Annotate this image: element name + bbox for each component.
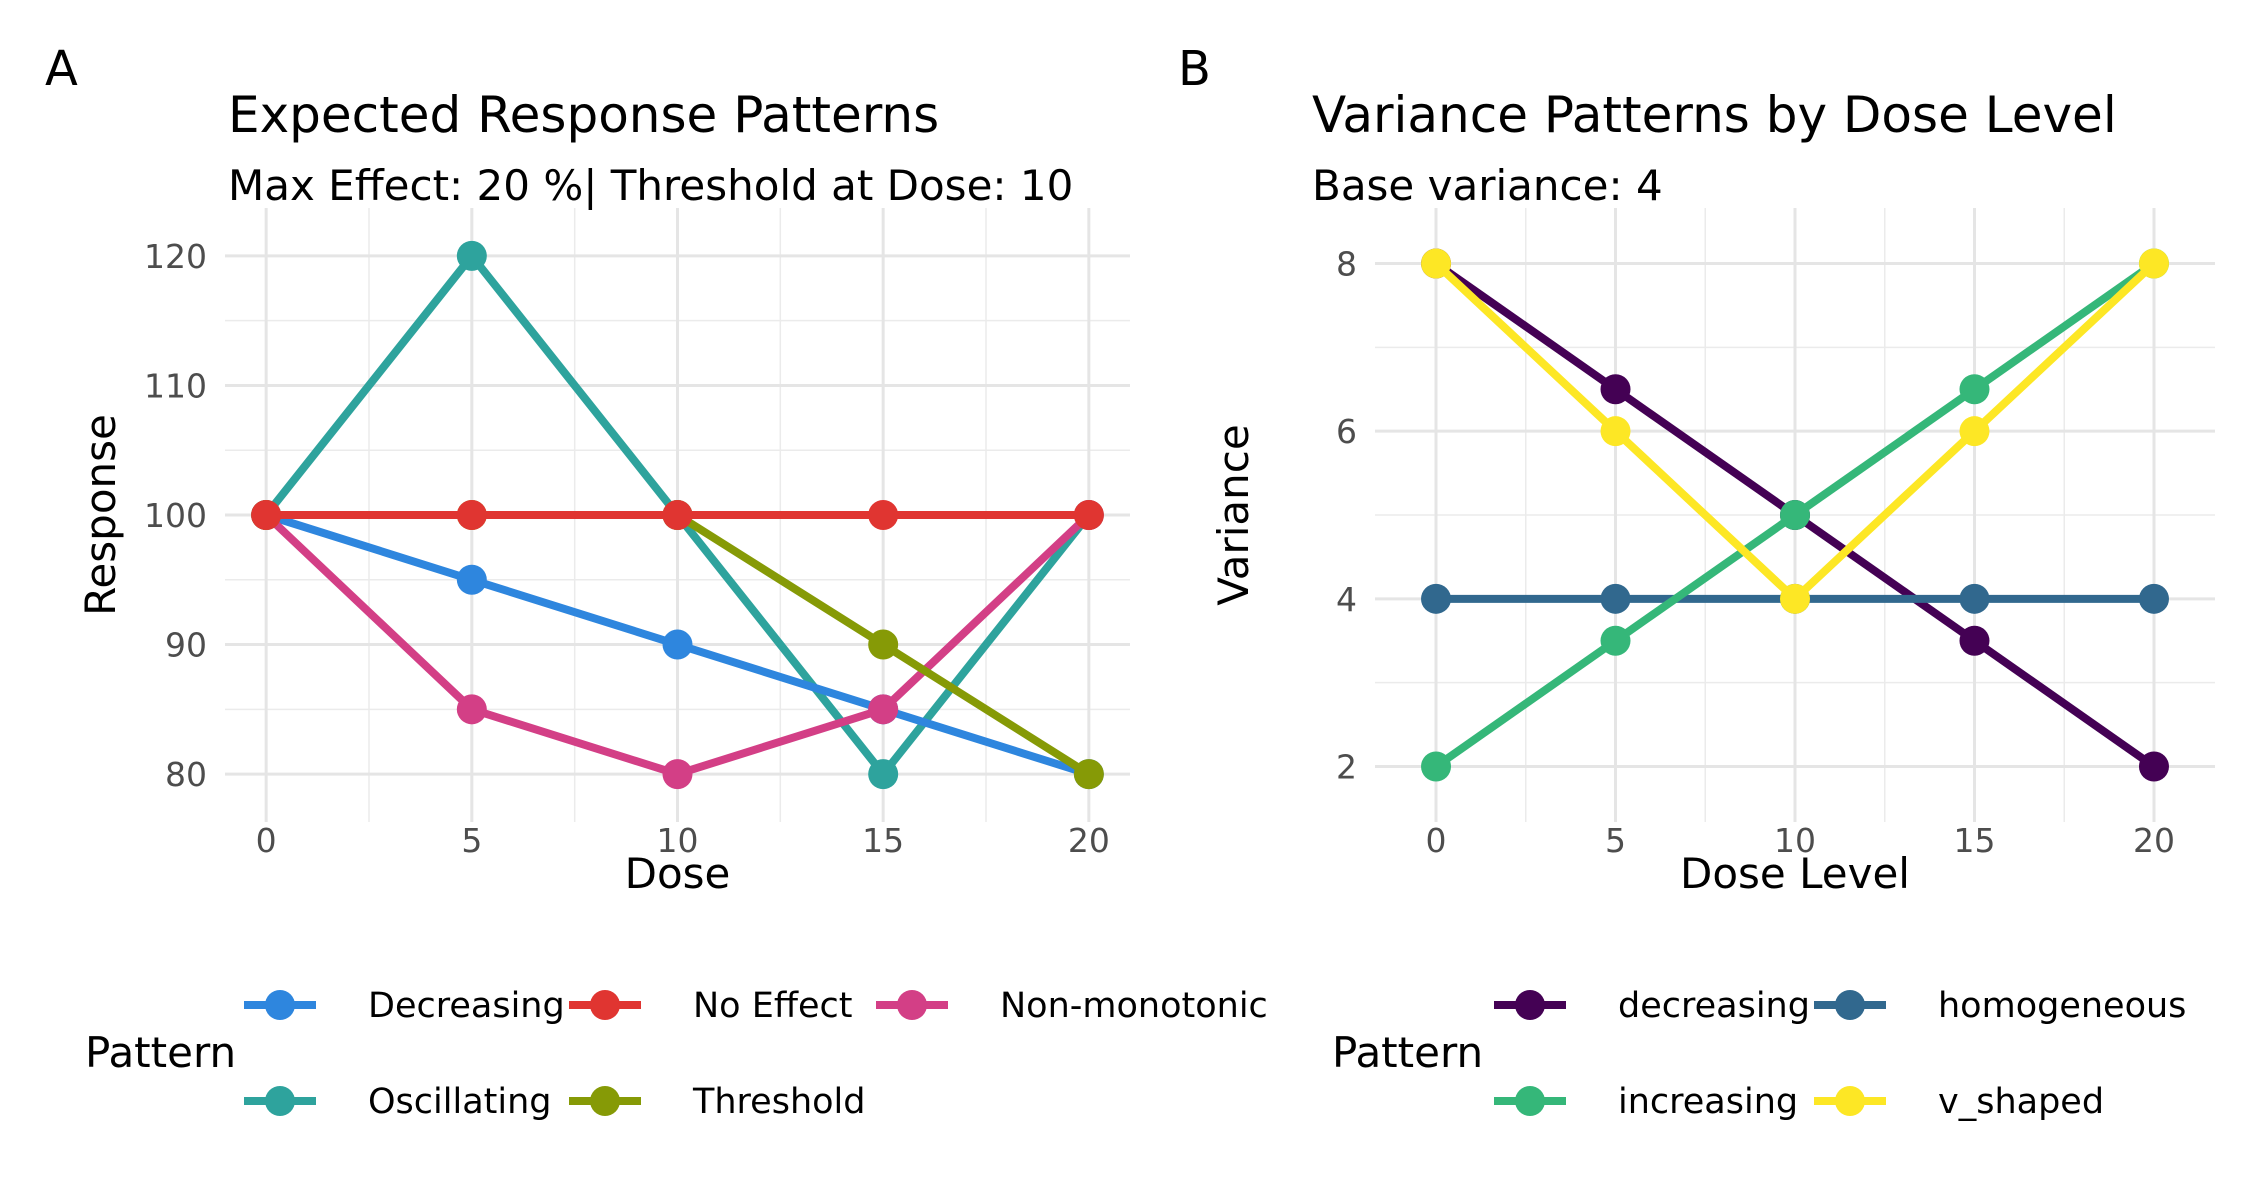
- data-point: [1421, 248, 1452, 279]
- legend-title: Pattern: [85, 1028, 236, 1077]
- legend-key-point: [1515, 1086, 1545, 1116]
- x-tick-label: 0: [256, 821, 277, 860]
- legend-item: v_shaped: [1814, 1082, 2104, 1122]
- y-axis-label: Response: [76, 414, 125, 616]
- y-tick-label: 110: [144, 366, 207, 405]
- legend-key-point: [897, 990, 927, 1020]
- data-point: [456, 240, 487, 271]
- y-tick-label: 6: [1336, 412, 1357, 451]
- data-point: [251, 500, 282, 530]
- data-point: [1959, 625, 1990, 656]
- legend-item: increasing: [1494, 1082, 1798, 1122]
- series-layer: [1421, 248, 2169, 782]
- legend-label: No Effect: [693, 986, 852, 1026]
- data-point: [868, 500, 899, 530]
- data-point: [1780, 583, 1810, 614]
- legend-item: decreasing: [1494, 986, 1810, 1026]
- legend-item: Decreasing: [244, 986, 565, 1026]
- y-axis-label: Variance: [1209, 424, 1258, 605]
- data-point: [2138, 751, 2169, 782]
- x-tick-label: 10: [1774, 821, 1816, 860]
- y-tick-label: 120: [144, 237, 207, 276]
- chart-subtitle: Base variance: 4: [1312, 161, 1663, 210]
- legend-label: homogeneous: [1938, 986, 2186, 1026]
- gridlines: [1375, 208, 2215, 822]
- x-tick-label: 10: [657, 821, 699, 860]
- data-point: [1959, 374, 1990, 405]
- legend-label: decreasing: [1618, 986, 1810, 1026]
- x-axis-label: Dose: [625, 849, 731, 898]
- legend-key-point: [590, 1086, 620, 1116]
- legend-key-point: [1515, 990, 1545, 1020]
- legend-key-point: [265, 990, 295, 1020]
- y-tick-label: 90: [165, 626, 207, 665]
- series-no-effect: [251, 500, 1104, 530]
- x-tick-label: 5: [1605, 821, 1626, 860]
- data-point: [1600, 625, 1631, 656]
- y-tick-label: 2: [1336, 747, 1357, 786]
- y-tick-label: 100: [144, 496, 207, 535]
- x-tick-label: 20: [2133, 821, 2175, 860]
- legend-key-point: [1835, 990, 1865, 1020]
- panel-label: B: [1178, 41, 1211, 97]
- legend-item: No Effect: [569, 986, 852, 1026]
- x-tick-label: 20: [1068, 821, 1110, 860]
- series-v-shaped: [1421, 248, 2169, 614]
- data-point: [456, 694, 487, 725]
- legend-label: increasing: [1618, 1082, 1798, 1122]
- data-point: [662, 759, 693, 790]
- x-axis-label: Dose Level: [1680, 849, 1910, 898]
- data-point: [2138, 583, 2169, 614]
- data-point: [868, 629, 899, 660]
- legend-label: v_shaped: [1938, 1082, 2104, 1122]
- legend-label: Decreasing: [368, 986, 565, 1026]
- chart-panel-b: B Variance Patterns by Dose Level Base var…: [1178, 41, 2215, 1122]
- chart-panel-a: A Expected Response Patterns Max Effect: 2…: [45, 41, 1268, 1122]
- chart-subtitle: Max Effect: 20 %| Threshold at Dose: 10: [228, 161, 1073, 210]
- series-layer: [251, 240, 1104, 790]
- data-point: [1421, 751, 1452, 782]
- legend-item: Non-monotonic: [876, 986, 1268, 1026]
- data-point: [1421, 583, 1452, 614]
- legend-key-point: [1835, 1086, 1865, 1116]
- data-point: [1780, 500, 1810, 530]
- data-point: [1600, 583, 1631, 614]
- panel-label: A: [45, 41, 78, 97]
- legend-label: Oscillating: [368, 1082, 552, 1122]
- data-point: [1073, 759, 1104, 790]
- data-point: [1600, 374, 1631, 405]
- y-tick-label: 4: [1336, 580, 1357, 619]
- data-point: [2138, 248, 2169, 279]
- data-point: [1600, 416, 1631, 447]
- data-point: [868, 694, 899, 725]
- data-point: [662, 629, 693, 660]
- legend: Pattern Decreasing No Effect Non-monotonic O…: [85, 986, 1268, 1122]
- legend-item: homogeneous: [1814, 986, 2186, 1026]
- legend-label: Threshold: [692, 1082, 866, 1122]
- data-point: [1959, 583, 1990, 614]
- x-tick-label: 0: [1426, 821, 1447, 860]
- data-point: [456, 500, 487, 530]
- legend-key-point: [590, 990, 620, 1020]
- chart-title: Expected Response Patterns: [228, 86, 939, 144]
- data-point: [662, 500, 693, 530]
- data-point: [456, 564, 487, 595]
- legend: Pattern decreasing homogeneous increasing v_…: [1332, 986, 2186, 1122]
- data-point: [1073, 500, 1104, 530]
- y-tick-label: 80: [165, 755, 207, 794]
- legend-item: Oscillating: [244, 1082, 552, 1122]
- legend-item: Threshold: [569, 1082, 866, 1122]
- chart-title: Variance Patterns by Dose Level: [1312, 86, 2117, 144]
- data-point: [1959, 416, 1990, 447]
- x-tick-label: 5: [461, 821, 482, 860]
- x-tick-label: 15: [862, 821, 904, 860]
- data-point: [868, 759, 899, 790]
- legend-title: Pattern: [1332, 1028, 1483, 1077]
- legend-label: Non-monotonic: [1000, 986, 1268, 1026]
- legend-key-point: [265, 1086, 295, 1116]
- x-tick-label: 15: [1953, 821, 1995, 860]
- y-tick-label: 8: [1336, 245, 1357, 284]
